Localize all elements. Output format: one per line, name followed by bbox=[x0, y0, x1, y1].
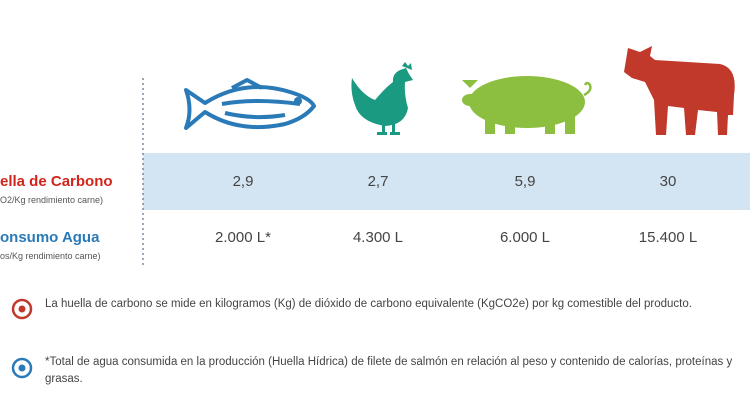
chicken-icon bbox=[351, 62, 413, 135]
row-label: onsumo Agua bbox=[0, 229, 100, 246]
table-cell: 2,9 bbox=[232, 173, 254, 190]
note-bullet bbox=[11, 357, 33, 379]
table-cell: 15.400 L bbox=[638, 229, 698, 246]
pig-icon bbox=[462, 76, 592, 134]
row-label: ella de Carbono bbox=[0, 173, 113, 190]
row-sublabel: os/Kg rendimiento carne) bbox=[0, 251, 101, 261]
note-bullet-dot bbox=[18, 364, 26, 372]
note: *Total de agua consumida en la producció… bbox=[45, 356, 733, 385]
note-bullet-dot bbox=[18, 305, 26, 313]
row-sublabel: O2/Kg rendimiento carne) bbox=[0, 195, 104, 205]
table-cell: 2.000 L* bbox=[215, 229, 271, 246]
table-cell: 30 bbox=[659, 173, 677, 190]
fish-icon bbox=[184, 78, 316, 130]
cow-icon bbox=[624, 46, 735, 135]
table-cell: 5,9 bbox=[514, 173, 536, 190]
note: La huella de carbono se mide en kilogram… bbox=[45, 298, 692, 310]
note-bullet bbox=[11, 298, 33, 320]
table-cell: 6.000 L bbox=[499, 229, 551, 246]
table-cell: 2,7 bbox=[367, 173, 389, 190]
table-cell: 4.300 L bbox=[352, 229, 404, 246]
highlight-band bbox=[143, 153, 750, 210]
